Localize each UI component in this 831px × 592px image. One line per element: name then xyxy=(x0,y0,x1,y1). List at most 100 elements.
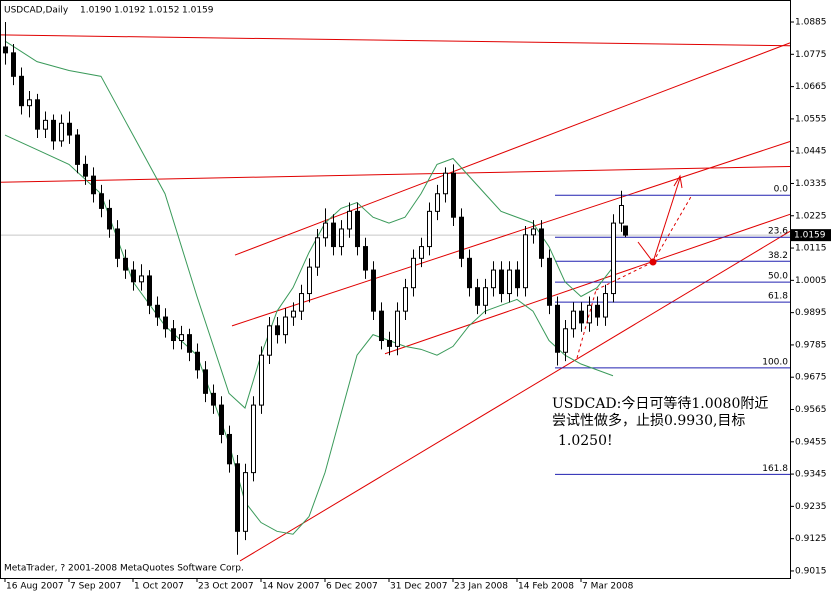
x-tick-label: 23 Jan 2008 xyxy=(454,582,508,592)
candle-body xyxy=(611,222,616,295)
trend-line xyxy=(0,34,791,47)
candle-body xyxy=(203,369,208,394)
candle-body xyxy=(211,392,216,406)
candle-body xyxy=(323,222,328,239)
annotation-line: USDCAD:今日可等待1.0080附近 xyxy=(552,395,768,412)
candle-body xyxy=(155,304,160,318)
header-low: 1.0152 xyxy=(148,6,180,16)
fib-label: 50.0 xyxy=(768,272,788,282)
bollinger-upper xyxy=(4,40,614,409)
candle-body xyxy=(403,287,408,312)
candle-body xyxy=(139,275,144,283)
candle-body xyxy=(387,340,392,347)
y-tick-label: 0.9125 xyxy=(795,534,827,544)
candle-body xyxy=(467,257,472,289)
candle-body xyxy=(115,228,120,259)
fib-label: 23.6 xyxy=(768,227,788,237)
y-tick-label: 1.0555 xyxy=(795,114,827,124)
fib-label: 100.0 xyxy=(762,357,788,367)
candle-body xyxy=(547,257,552,306)
candle-body xyxy=(483,287,488,306)
candle-body xyxy=(19,75,24,107)
arrow xyxy=(652,177,681,263)
y-tick-label: 1.0445 xyxy=(795,147,827,157)
y-tick-label: 0.9785 xyxy=(795,340,827,350)
candle-body xyxy=(299,293,304,312)
candle-body xyxy=(235,463,240,532)
annotation-line: 1.0250! xyxy=(558,433,613,449)
y-tick-label: 1.0225 xyxy=(795,211,827,221)
candle-body xyxy=(147,275,152,306)
y-tick-label: 1.0115 xyxy=(795,244,827,254)
candle-body xyxy=(243,472,248,532)
fib-label: 38.2 xyxy=(768,251,788,261)
candle-body xyxy=(259,354,264,406)
candle-body xyxy=(363,246,368,271)
copyright: MetaTrader, ? 2001-2008 MetaQuotes Softw… xyxy=(4,564,244,574)
candle-body xyxy=(531,228,536,236)
candle-body xyxy=(499,269,504,295)
candle-body xyxy=(571,310,576,330)
candle-body xyxy=(91,175,96,195)
bollinger-lower xyxy=(4,134,614,535)
x-tick-label: 14 Feb 2008 xyxy=(518,582,574,592)
header-high: 1.0192 xyxy=(114,6,146,16)
candle-body xyxy=(67,122,72,136)
candle-body xyxy=(315,237,320,268)
y-tick-label: 0.9565 xyxy=(795,405,827,415)
forecast-arrows xyxy=(576,174,693,359)
y-tick-label: 0.9895 xyxy=(795,308,827,318)
candle-body xyxy=(595,304,600,318)
arrow-head xyxy=(673,174,683,189)
candle-body xyxy=(623,225,628,236)
candle-body xyxy=(451,172,456,218)
candle-body xyxy=(51,119,56,142)
arrow xyxy=(637,241,654,263)
candle-body xyxy=(371,269,376,312)
y-tick-label: 1.0775 xyxy=(795,50,827,60)
header-close: 1.0159 xyxy=(182,6,214,16)
candle-body xyxy=(427,210,432,248)
candle-body xyxy=(107,207,112,230)
candle-body xyxy=(555,304,560,353)
y-tick-label: 0.9235 xyxy=(795,502,827,512)
candle-body xyxy=(83,163,88,177)
candle-body xyxy=(227,433,232,465)
trend-line xyxy=(234,42,791,256)
last-price-box xyxy=(791,229,831,242)
dotted-arrow xyxy=(652,194,693,263)
candle-body xyxy=(579,310,584,324)
candle-body xyxy=(251,404,256,474)
candle-body xyxy=(339,228,344,248)
candle-body xyxy=(43,119,48,130)
candle-body xyxy=(163,316,168,330)
candle-body xyxy=(267,325,272,356)
candle-body xyxy=(435,193,440,212)
x-tick-label: 14 Nov 2007 xyxy=(262,582,320,592)
candle-body xyxy=(219,404,224,435)
candle-body xyxy=(379,310,384,342)
x-tick-label: 7 Sep 2007 xyxy=(70,582,121,592)
candle-body xyxy=(3,46,8,54)
y-tick-label: 0.9345 xyxy=(795,470,827,480)
y-tick-label: 0.9015 xyxy=(795,566,827,576)
entry-point xyxy=(649,258,657,266)
candle-body xyxy=(59,122,64,142)
x-tick-label: 7 Mar 2008 xyxy=(582,582,634,592)
candle-body xyxy=(331,222,336,248)
candle-body xyxy=(443,172,448,195)
x-tick-label: 16 Aug 2007 xyxy=(6,582,64,592)
candle-body xyxy=(275,325,280,336)
candle-body xyxy=(411,257,416,289)
candle-body xyxy=(99,193,104,209)
y-tick-label: 1.0335 xyxy=(795,179,827,189)
plot-area: 0.0 23.6 38.2 50.0 61.8 100.0 161.8 xyxy=(0,22,791,562)
trend-line xyxy=(239,230,791,562)
candle-body xyxy=(539,228,544,259)
last-price-label: 1.0159 xyxy=(794,231,826,241)
dotted-arrow xyxy=(595,261,654,291)
y-tick-label: 0.9455 xyxy=(795,437,827,447)
